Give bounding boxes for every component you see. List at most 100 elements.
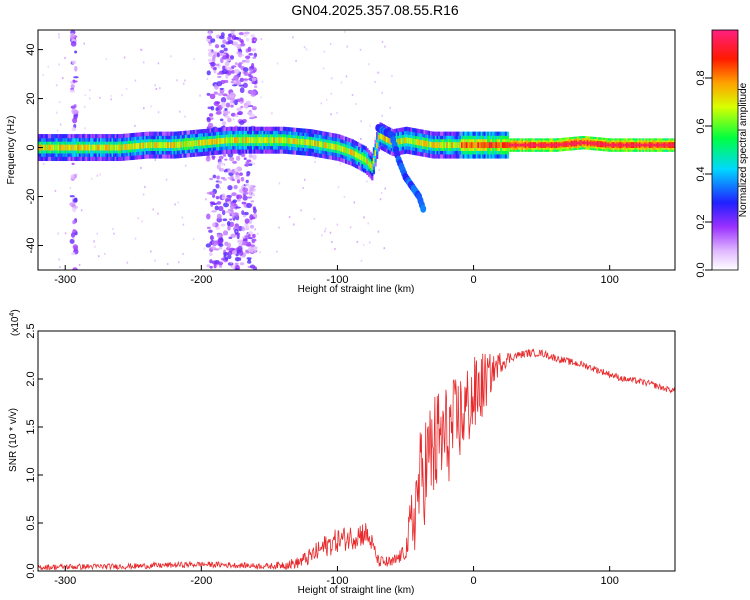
background-speckle [206, 78, 209, 81]
background-speckle [137, 217, 140, 220]
band-cell [265, 137, 268, 144]
band-cell [131, 143, 134, 150]
noise-speckle [242, 214, 247, 218]
noise-speckle [227, 176, 232, 180]
background-speckle [241, 244, 243, 247]
noise-speckle [209, 177, 214, 181]
background-speckle [345, 75, 348, 78]
noise-speckle [227, 262, 234, 266]
band-cell [52, 144, 55, 151]
band-cell [261, 137, 264, 144]
background-speckle [334, 247, 336, 250]
band-cell [152, 142, 155, 149]
band-cell [353, 150, 356, 157]
noise-speckle [70, 40, 77, 47]
band-cell [354, 151, 358, 158]
background-speckle [178, 261, 180, 264]
noise-speckle [237, 239, 244, 244]
noise-speckle [72, 267, 78, 270]
noise-speckle [239, 172, 243, 176]
colorbar-tick-label-3: 0.6 [695, 118, 707, 133]
noise-speckle [243, 211, 249, 216]
band-cell [524, 143, 527, 147]
band-cell [523, 143, 526, 147]
background-speckle [336, 112, 338, 115]
band-cell [568, 142, 572, 146]
band-cell [598, 142, 601, 146]
band-cell [168, 142, 171, 149]
band-cell [186, 141, 189, 147]
noise-speckle [230, 81, 235, 84]
background-speckle [88, 97, 91, 100]
noise-speckle [247, 196, 253, 199]
background-speckle [96, 174, 99, 177]
snr-y-tick-label-5: 2.5 [25, 323, 37, 338]
noise-speckle [237, 63, 242, 68]
noise-speckle [249, 68, 253, 72]
band-cell [69, 144, 72, 151]
band-cell [514, 143, 518, 147]
noise-speckle [248, 218, 253, 225]
noise-speckle [207, 48, 212, 52]
noise-speckle [240, 176, 245, 182]
noise-speckle [72, 229, 77, 233]
band-cell [562, 142, 565, 146]
chart-title: GN04.2025.357.08.55.R16 [291, 2, 459, 18]
band-cell [407, 137, 410, 144]
band-cell [108, 144, 111, 151]
noise-speckle [226, 194, 232, 199]
band-cell [599, 142, 603, 146]
band-cell [418, 139, 421, 146]
background-speckle [43, 163, 45, 166]
noise-speckle [236, 107, 242, 111]
spectrogram-y-tick-label-0: -40 [25, 238, 37, 254]
noise-speckle [229, 99, 233, 105]
noise-speckle [208, 229, 213, 233]
band-cell [532, 143, 536, 147]
noise-speckle [73, 104, 77, 108]
background-speckle [54, 189, 57, 192]
background-speckle [276, 250, 278, 253]
band-cell [359, 154, 362, 161]
noise-speckle [240, 43, 246, 47]
band-cell [269, 137, 273, 144]
noise-speckle [229, 156, 235, 162]
background-speckle [159, 87, 161, 90]
background-speckle [184, 115, 186, 118]
band-cell [101, 144, 104, 151]
noise-speckle [231, 192, 237, 197]
noise-speckle [243, 67, 249, 73]
noise-speckle [215, 183, 220, 189]
band-cell [428, 141, 431, 148]
band-cell [573, 141, 576, 145]
background-speckle [292, 36, 294, 39]
band-cell [126, 144, 129, 150]
band-cell [106, 144, 109, 151]
band-cell [555, 143, 558, 147]
band-cell [666, 143, 670, 147]
noise-speckle [216, 80, 223, 87]
band-cell [212, 138, 215, 145]
background-speckle [359, 48, 362, 51]
background-speckle [223, 88, 225, 91]
snr-y-multiplier-exponent: 4 [9, 313, 16, 317]
noise-speckle [249, 214, 254, 220]
noise-speckle [252, 233, 256, 239]
background-speckle [166, 263, 169, 266]
background-speckle [80, 209, 83, 212]
noise-speckle [222, 230, 229, 236]
noise-speckle [73, 76, 79, 79]
band-cell [439, 142, 442, 149]
background-speckle [314, 156, 317, 159]
noise-speckle [229, 203, 235, 210]
background-speckle [178, 110, 181, 113]
band-cell [165, 142, 168, 149]
noise-speckle [206, 226, 211, 230]
band-cell [384, 135, 387, 142]
spectrogram-x-ticks: -300 -200 -100 0 100 [54, 265, 619, 286]
band-cell [583, 141, 586, 145]
noise-speckle [225, 73, 229, 79]
band-cell [506, 142, 509, 149]
background-speckle [83, 132, 86, 135]
background-speckle [368, 241, 371, 244]
